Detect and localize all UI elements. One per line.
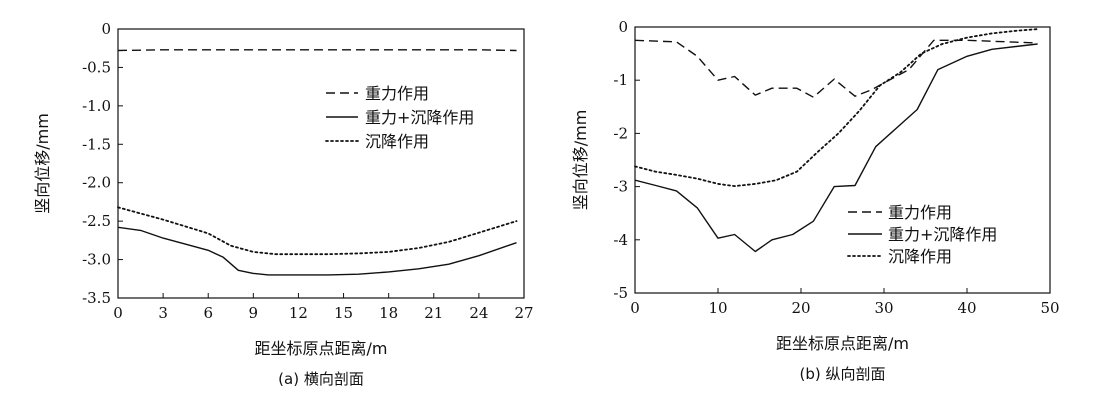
chart-a-y-tick-label: 0 bbox=[101, 20, 111, 38]
chart-b-series-line-gravity-settlement bbox=[634, 43, 1038, 253]
chart-a-y-tick-label: -2.5 bbox=[82, 212, 111, 230]
chart-b-y-tick-label: -4 bbox=[613, 231, 628, 249]
chart-b-series-line-settlement bbox=[634, 28, 1039, 188]
chart-a-x-tick-label: 9 bbox=[249, 304, 259, 322]
chart-b-legend-label-gravity: 重力作用 bbox=[888, 203, 952, 222]
chart-a-legend-label-gravity: 重力作用 bbox=[365, 84, 429, 103]
chart-b-y-tick-label: -2 bbox=[613, 124, 628, 142]
chart-a-plot-frame bbox=[117, 28, 525, 299]
chart-a-y-tick-label: -3.5 bbox=[82, 289, 111, 307]
chart-a-x-axis-label: 距坐标原点距离/m bbox=[255, 339, 388, 358]
chart-b-x-tick-label: 50 bbox=[1040, 299, 1059, 317]
chart-a-y-tick-label: -1.5 bbox=[82, 135, 111, 153]
chart-a-x-tick-label: 6 bbox=[203, 304, 213, 322]
chart-b-series-line-gravity bbox=[634, 39, 1038, 98]
chart-a-x-tick-label: 21 bbox=[424, 304, 443, 322]
chart-a-y-tick-label: -2.0 bbox=[82, 174, 111, 192]
chart-a-series-line-gravity bbox=[117, 49, 517, 52]
chart-a-x-tick-label: 27 bbox=[514, 304, 533, 322]
chart-a-series-line-settlement bbox=[117, 206, 518, 256]
chart-b-y-tick-label: -5 bbox=[613, 284, 628, 302]
chart-b-y-tick-label: 0 bbox=[618, 18, 628, 36]
chart-a-legend-label-settlement: 沉降作用 bbox=[365, 132, 429, 151]
chart-b-plot-frame bbox=[634, 26, 1051, 294]
chart-b-x-tick-label: 0 bbox=[630, 299, 640, 317]
chart-a-svg: (a) 横向剖面 距坐标原点距离/m 竖向位移/mm 重力作用 重力+沉降作用 … bbox=[33, 20, 534, 388]
chart-a-y-tick-label: -3.0 bbox=[82, 251, 111, 269]
chart-a-y-axis-label: 竖向位移/mm bbox=[33, 113, 52, 214]
chart-a-x-tick-label: 18 bbox=[379, 304, 398, 322]
chart-b-legend-label-gravity-settlement: 重力+沉降作用 bbox=[888, 225, 997, 244]
chart-b-x-tick-label: 10 bbox=[708, 299, 727, 317]
chart-b-x-tick-label: 20 bbox=[791, 299, 810, 317]
chart-b-x-tick-label: 40 bbox=[957, 299, 976, 317]
chart-a-x-tick-label: 12 bbox=[289, 304, 308, 322]
chart-b-y-tick-label: -3 bbox=[613, 178, 628, 196]
chart-a-series-line-gravity-settlement bbox=[117, 226, 517, 276]
chart-b-caption: (b) 纵向剖面 bbox=[800, 365, 886, 383]
chart-b-y-axis-label: 竖向位移/mm bbox=[571, 110, 590, 211]
chart-a-legend-label-gravity-settlement: 重力+沉降作用 bbox=[365, 108, 474, 127]
chart-b-x-tick-label: 30 bbox=[874, 299, 893, 317]
chart-a-x-tick-label: 15 bbox=[334, 304, 353, 322]
chart-panel-b: (b) 纵向剖面 距坐标原点距离/m 竖向位移/mm 重力作用 重力+沉降作用 … bbox=[550, 0, 1093, 401]
chart-b-legend-label-settlement: 沉降作用 bbox=[888, 247, 952, 266]
chart-a-y-tick-label: -0.5 bbox=[82, 58, 111, 76]
chart-a-caption: (a) 横向剖面 bbox=[278, 370, 364, 388]
chart-b-x-axis-label: 距坐标原点距离/m bbox=[776, 334, 909, 353]
chart-panel-a: (a) 横向剖面 距坐标原点距离/m 竖向位移/mm 重力作用 重力+沉降作用 … bbox=[0, 0, 540, 401]
chart-a-x-tick-label: 24 bbox=[469, 304, 488, 322]
chart-b-y-tick-label: -1 bbox=[613, 71, 628, 89]
chart-a-x-tick-label: 3 bbox=[158, 304, 168, 322]
chart-a-y-tick-label: -1.0 bbox=[82, 97, 111, 115]
chart-b-svg: (b) 纵向剖面 距坐标原点距离/m 竖向位移/mm 重力作用 重力+沉降作用 … bbox=[571, 18, 1060, 383]
chart-a-x-tick-label: 0 bbox=[113, 304, 123, 322]
